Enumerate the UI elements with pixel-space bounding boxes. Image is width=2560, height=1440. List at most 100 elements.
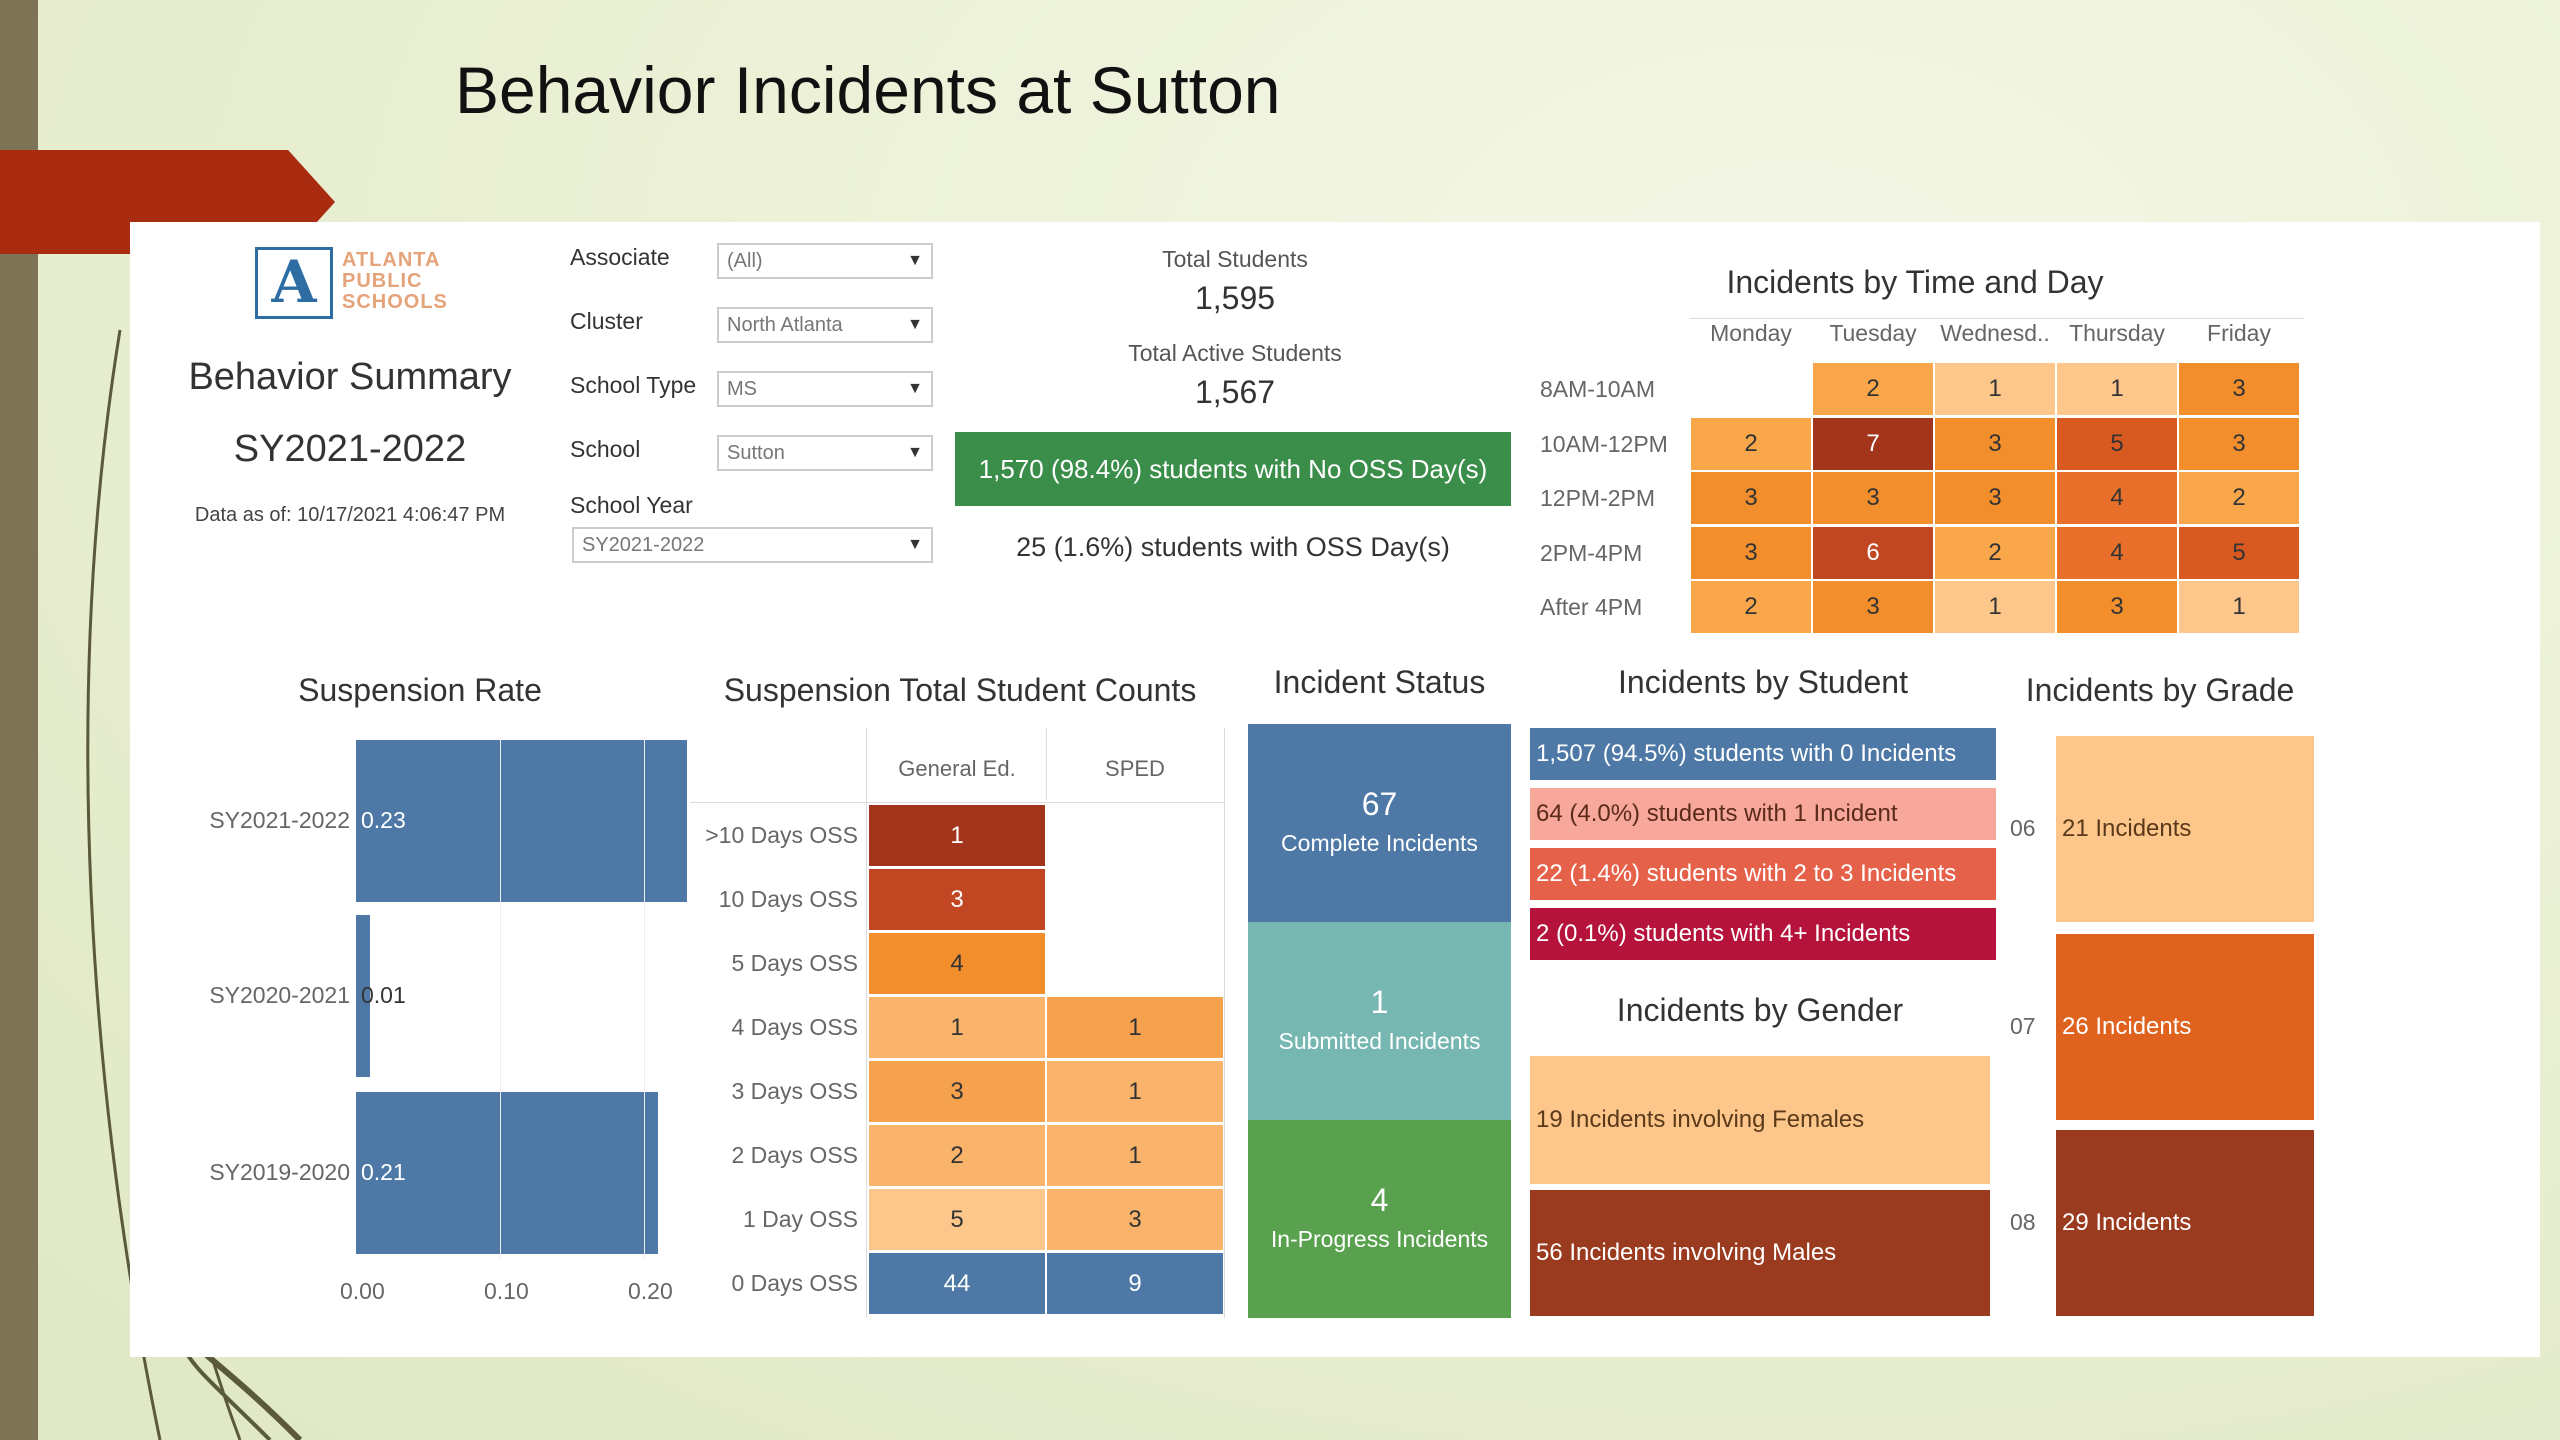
heatmap-cell: 2 (1690, 580, 1812, 635)
suspension-rate-label: SY2021-2022 (209, 807, 350, 833)
suspension-rate-value: 0.21 (361, 1159, 406, 1185)
chevron-down-icon: ▼ (907, 380, 923, 397)
cluster-dropdown[interactable]: North Atlanta ▼ (717, 307, 933, 343)
suspension-count-row-label: 4 Days OSS (731, 1014, 858, 1040)
school-dropdown[interactable]: Sutton ▼ (717, 435, 933, 471)
suspension-count-general-ed: 1 (868, 996, 1046, 1059)
suspension-count-sped: 1 (1046, 1124, 1224, 1187)
heatmap-cell: 6 (1812, 525, 1934, 580)
by-gender-title: Incidents by Gender (1616, 992, 1904, 1028)
heatmap-row-0: 8AM-10AM (1540, 376, 1656, 402)
heatmap-col-1: Tuesday (1829, 320, 1917, 346)
total-students-label: Total Students (1162, 246, 1308, 272)
summary-year: SY2021-2022 (233, 428, 467, 470)
heatmap-cell: 4 (2056, 525, 2178, 580)
by-grade-label: 07 (2010, 1013, 2036, 1039)
incident-status-count: 4 (1370, 1182, 1389, 1218)
heatmap-col-0: Monday (1710, 320, 1792, 346)
suspension-rate-gridline (500, 738, 501, 1258)
suspension-rate-label: SY2020-2021 (209, 982, 350, 1008)
heatmap-cell: 1 (2178, 580, 2300, 635)
heatmap-cell: 3 (2056, 580, 2178, 635)
heatmap-row-2: 12PM-2PM (1540, 485, 1656, 512)
filter-label-cluster: Cluster (570, 308, 643, 334)
suspension-count-row-label: 1 Day OSS (742, 1206, 858, 1232)
heatmap-header-line (1690, 318, 2304, 319)
heatmap-cell: 1 (1934, 580, 2056, 635)
with-oss-text: 25 (1.6%) students with OSS Day(s) (1016, 532, 1450, 562)
suspension-rate-bar (356, 740, 688, 902)
suspension-rate-value: 0.01 (361, 982, 406, 1008)
by-student-bar: 22 (1.4%) students with 2 to 3 Incidents (1530, 848, 1996, 900)
heatmap-cell: 3 (2178, 416, 2300, 471)
suspension-rate-tick: 0.20 (628, 1278, 673, 1304)
heatmap-row-4: After 4PM (1540, 594, 1643, 621)
suspension-count-general-ed: 4 (868, 932, 1046, 995)
chevron-down-icon: ▼ (907, 536, 923, 553)
incident-status-count: 67 (1361, 786, 1398, 822)
heatmap-col-4: Friday (2207, 320, 2271, 346)
suspension-count-row-label: 3 Days OSS (731, 1078, 858, 1104)
suspension-rate-bar (356, 915, 371, 1077)
total-active-value: 1,567 (1194, 374, 1276, 410)
heatmap-col-3: Thursday (2069, 320, 2165, 346)
sc-divider-3 (1224, 728, 1225, 1318)
slide-title: Behavior Incidents at Sutton (455, 53, 1281, 127)
by-grade-label: 08 (2010, 1209, 2036, 1235)
by-student-title: Incidents by Student (1618, 664, 1908, 700)
col-general-ed: General Ed. (898, 756, 1016, 781)
heatmap-title: Incidents by Time and Day (1726, 264, 2104, 300)
filter-label-school-year: School Year (570, 492, 693, 518)
suspension-rate-tick: 0.10 (484, 1278, 529, 1304)
suspension-count-row-label: 2 Days OSS (731, 1142, 858, 1168)
heatmap-cell: 3 (1934, 471, 2056, 526)
summary-title: Behavior Summary (188, 356, 512, 398)
suspension-rate-label: SY2019-2020 (209, 1159, 350, 1185)
logo-icon: A (255, 247, 333, 319)
suspension-count-sped: 9 (1046, 1252, 1224, 1315)
incident-status-block: 1 Submitted Incidents (1248, 922, 1511, 1120)
suspension-counts-title: Suspension Total Student Counts (723, 672, 1197, 708)
associate-dropdown[interactable]: (All) ▼ (717, 243, 933, 279)
incident-status-label: Submitted Incidents (1278, 1028, 1481, 1054)
suspension-count-row-label: 0 Days OSS (731, 1270, 858, 1296)
chevron-down-icon: ▼ (907, 252, 923, 269)
school-year-dropdown[interactable]: SY2021-2022 ▼ (572, 527, 933, 563)
heatmap-cell: 3 (1690, 471, 1812, 526)
by-student-bar: 64 (4.0%) students with 1 Incident (1530, 788, 1996, 840)
suspension-count-general-ed: 5 (868, 1188, 1046, 1251)
filter-label-school-type: School Type (570, 372, 697, 398)
heatmap-cell: 5 (2056, 416, 2178, 471)
by-gender-bar: 56 Incidents involving Males (1530, 1190, 1990, 1316)
school-type-dropdown[interactable]: MS ▼ (717, 371, 933, 407)
incident-status-label: In-Progress Incidents (1270, 1226, 1489, 1252)
total-active-label: Total Active Students (1128, 340, 1342, 366)
suspension-count-general-ed: 44 (868, 1252, 1046, 1315)
incident-status-label: Complete Incidents (1281, 830, 1478, 856)
sc-header-line (690, 802, 1224, 803)
heatmap-cell: 2 (1690, 416, 1812, 471)
suspension-count-sped: 1 (1046, 996, 1224, 1059)
heatmap-cell: 3 (2178, 362, 2300, 416)
by-student-bar: 1,507 (94.5%) students with 0 Incidents (1530, 728, 1996, 780)
suspension-count-sped: 3 (1046, 1188, 1224, 1251)
suspension-count-general-ed: 3 (868, 868, 1046, 931)
sc-divider-1 (866, 728, 867, 1318)
incident-status-block: 67 Complete Incidents (1248, 724, 1511, 922)
by-grade-bar: 26 Incidents (2056, 934, 2314, 1120)
by-grade-bar: 21 Incidents (2056, 736, 2314, 922)
heatmap-cell: 2 (1934, 525, 2056, 580)
suspension-rate-tick: 0.00 (340, 1278, 385, 1304)
by-grade-title: Incidents by Grade (2025, 672, 2295, 708)
heatmap-row-3: 2PM-4PM (1540, 539, 1643, 566)
logo-text: ATLANTA PUBLIC SCHOOLS (342, 249, 448, 313)
filter-label-school: School (570, 436, 641, 462)
suspension-count-sped: 1 (1046, 1060, 1224, 1123)
incident-status-block: 4 In-Progress Incidents (1248, 1120, 1511, 1318)
suspension-count-row-label: 5 Days OSS (731, 950, 858, 976)
heatmap-cell: 1 (1934, 362, 2056, 416)
suspension-count-row-label: >10 Days OSS (705, 822, 858, 848)
heatmap-col-2: Wednesd.. (1940, 320, 2050, 346)
by-gender-bar: 19 Incidents involving Females (1530, 1056, 1990, 1184)
heatmap-cell: 2 (1812, 362, 1934, 416)
